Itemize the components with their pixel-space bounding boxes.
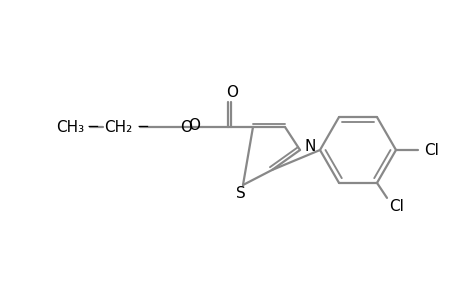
Text: Cl: Cl	[389, 200, 403, 214]
Text: −: −	[136, 118, 149, 134]
Text: N: N	[304, 139, 315, 154]
Text: S: S	[235, 187, 246, 202]
Text: CH₂: CH₂	[104, 119, 132, 134]
Text: CH₃: CH₃	[56, 119, 84, 134]
Text: Cl: Cl	[424, 142, 438, 158]
Text: O: O	[188, 118, 200, 133]
Text: −: −	[86, 118, 99, 134]
Text: O: O	[225, 85, 237, 100]
Text: O: O	[179, 119, 191, 134]
